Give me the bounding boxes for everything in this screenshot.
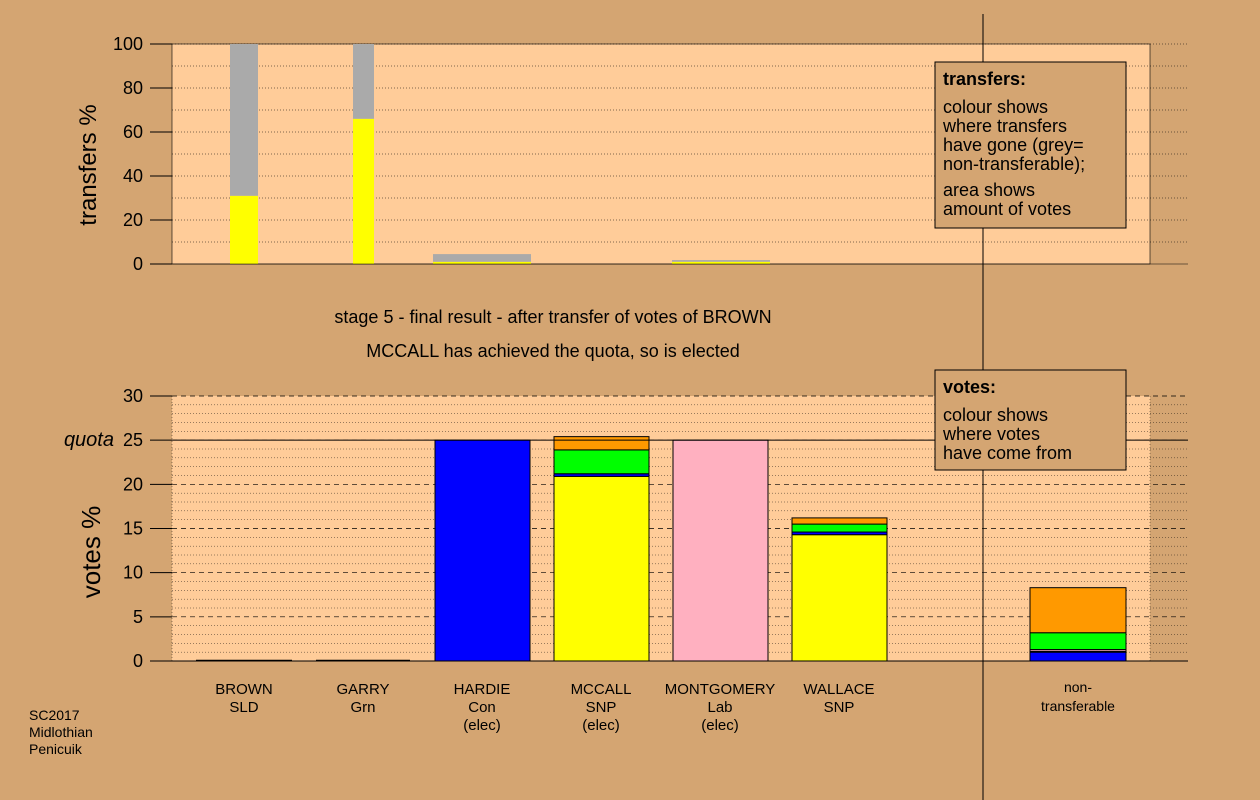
vote-bar-non-transferable-grn bbox=[1029, 632, 1127, 651]
vote-bar-wallace-sld bbox=[791, 517, 888, 525]
votes-bars bbox=[196, 436, 1127, 662]
stage-title: stage 5 - final result - after transfer … bbox=[334, 307, 771, 327]
votes-tick-label: 25 bbox=[123, 430, 143, 450]
candidate-label: MONTGOMERY bbox=[665, 681, 776, 698]
votes-tick-label: 0 bbox=[133, 651, 143, 671]
candidate-label: GARRY bbox=[336, 681, 389, 698]
vote-bar-montgomery-lab bbox=[672, 439, 769, 662]
vote-bar-mccall-grn bbox=[553, 449, 650, 475]
vote-bar-non-transferable-sld bbox=[1029, 587, 1127, 634]
votes-tick-label: 10 bbox=[123, 563, 143, 583]
votes-legend: votes: colour shows where votes have com… bbox=[934, 369, 1127, 471]
transfer-bar-garry-non-transferable bbox=[353, 44, 374, 119]
votes-tick-label: 15 bbox=[123, 519, 143, 539]
footer-election: SC2017 bbox=[29, 707, 80, 723]
candidate-labels: BROWNSLDGARRYGrnHARDIECon(elec)MCCALLSNP… bbox=[215, 679, 1115, 734]
candidate-label: (elec) bbox=[463, 717, 501, 734]
vote-bar-wallace-snp bbox=[791, 534, 888, 662]
transfers-legend-title: transfers: bbox=[943, 69, 1026, 89]
transfers-tick-label: 100 bbox=[113, 34, 143, 54]
footer-ward: Penicuik bbox=[29, 741, 83, 757]
votes-legend-line: colour shows bbox=[943, 405, 1048, 425]
transfers-legend-line: area shows bbox=[943, 180, 1035, 200]
transfers-y-ticks: 0 20 40 60 80 100 bbox=[113, 34, 1188, 274]
transfers-bars bbox=[230, 44, 770, 264]
transfers-tick-label: 20 bbox=[123, 210, 143, 230]
votes-tick-label: 5 bbox=[133, 607, 143, 627]
votes-y-ticks: 0 5 10 15 20 25 30 bbox=[123, 386, 1188, 671]
candidate-label: SLD bbox=[229, 699, 258, 716]
votes-legend-box bbox=[934, 369, 1127, 471]
candidate-label: BROWN bbox=[215, 681, 273, 698]
candidate-label: Grn bbox=[350, 699, 375, 716]
transfers-legend-line: where transfers bbox=[942, 116, 1067, 136]
transfer-bar-garry-snp bbox=[353, 118, 374, 264]
transfers-legend: transfers: colour shows where transfers … bbox=[934, 61, 1127, 229]
candidate-label: Con bbox=[468, 699, 496, 716]
vote-bar-mccall-sld bbox=[553, 436, 650, 451]
transfers-legend-box bbox=[934, 61, 1127, 229]
transfers-tick-label: 40 bbox=[123, 166, 143, 186]
footer-council: Midlothian bbox=[29, 724, 93, 740]
votes-legend-line: where votes bbox=[942, 424, 1040, 444]
transfer-bar-brown-snp bbox=[230, 195, 258, 264]
vote-bar-non-transferable-con bbox=[1029, 651, 1127, 662]
transfer-bar-brown-non-transferable bbox=[230, 44, 258, 196]
quota-label: quota bbox=[64, 429, 114, 451]
transfers-tick-label: 60 bbox=[123, 122, 143, 142]
nontransferable-label: non- bbox=[1064, 679, 1092, 695]
transfer-bar-montgomery-snp bbox=[672, 261, 770, 264]
candidate-label: SNP bbox=[586, 699, 617, 716]
candidate-label: MCCALL bbox=[571, 681, 632, 698]
stage-subtitle: MCCALL has achieved the quota, so is ele… bbox=[366, 341, 740, 361]
transfer-bar-montgomery-non-transferable bbox=[672, 260, 770, 262]
votes-tick-label: 30 bbox=[123, 386, 143, 406]
transfers-y-axis-label: transfers % bbox=[75, 104, 102, 225]
candidate-label: Lab bbox=[707, 699, 732, 716]
nontransferable-label: transferable bbox=[1041, 698, 1115, 714]
vote-bar-hardie-con bbox=[434, 439, 531, 662]
transfers-tick-label: 80 bbox=[123, 78, 143, 98]
candidate-label: SNP bbox=[824, 699, 855, 716]
transfers-legend-line: colour shows bbox=[943, 97, 1048, 117]
votes-legend-line: have come from bbox=[943, 443, 1072, 463]
candidate-label: WALLACE bbox=[803, 681, 874, 698]
transfer-bar-hardie-snp bbox=[433, 261, 531, 264]
votes-y-axis-label: votes % bbox=[76, 506, 106, 599]
transfer-bar-hardie-non-transferable bbox=[433, 254, 531, 262]
candidate-label: HARDIE bbox=[454, 681, 511, 698]
vote-bar-wallace-grn bbox=[791, 523, 888, 533]
votes-tick-label: 20 bbox=[123, 474, 143, 494]
votes-legend-title: votes: bbox=[943, 377, 996, 397]
transfers-legend-line: amount of votes bbox=[943, 199, 1071, 219]
candidate-label: (elec) bbox=[701, 717, 739, 734]
transfers-legend-line: have gone (grey= bbox=[943, 135, 1084, 155]
candidate-label: (elec) bbox=[582, 717, 620, 734]
transfers-tick-label: 0 bbox=[133, 254, 143, 274]
vote-bar-mccall-snp bbox=[553, 475, 650, 662]
transfers-legend-line: non-transferable); bbox=[943, 154, 1085, 174]
